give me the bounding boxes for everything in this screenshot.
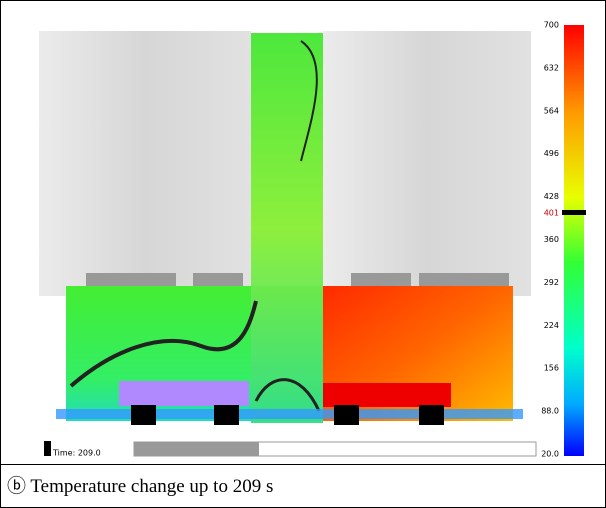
colorbar-tick-label: 224 bbox=[544, 321, 559, 330]
time-label: Time: 209.0 bbox=[52, 449, 101, 458]
colorbar-tick-label: 428 bbox=[544, 192, 559, 201]
figure: Time: 209.0 401 700 632 564 496 428 360 292 224… bbox=[0, 0, 606, 508]
caption: ⓑ Temperature change up to 209 s bbox=[1, 464, 605, 507]
simulation-view: Time: 209.0 401 700 632 564 496 428 360 292 224… bbox=[1, 1, 605, 464]
vehicle-left bbox=[119, 381, 249, 406]
colorbar-tick-label: 20.0 bbox=[541, 450, 559, 459]
colorbar-tick-label: 632 bbox=[544, 63, 559, 72]
time-slider-progress bbox=[134, 442, 259, 456]
colorbar bbox=[564, 25, 584, 456]
vehicle-right bbox=[323, 383, 451, 407]
colorbar-tick-label: 292 bbox=[544, 278, 559, 287]
plume-column bbox=[251, 33, 323, 423]
colorbar-tick-label: 360 bbox=[544, 235, 559, 244]
colorbar-tick-label: 88.0 bbox=[541, 407, 559, 416]
colorbar-tick-label: 496 bbox=[544, 149, 559, 158]
colorbar-marker bbox=[562, 210, 586, 215]
colorbar-current: 401 bbox=[544, 209, 559, 218]
colorbar-tick-label: 700 bbox=[544, 21, 559, 30]
colorbar-tick-label: 564 bbox=[544, 106, 559, 115]
ground-strip bbox=[56, 409, 523, 419]
colorbar-tick-label: 156 bbox=[544, 364, 559, 373]
time-marker bbox=[44, 441, 51, 456]
